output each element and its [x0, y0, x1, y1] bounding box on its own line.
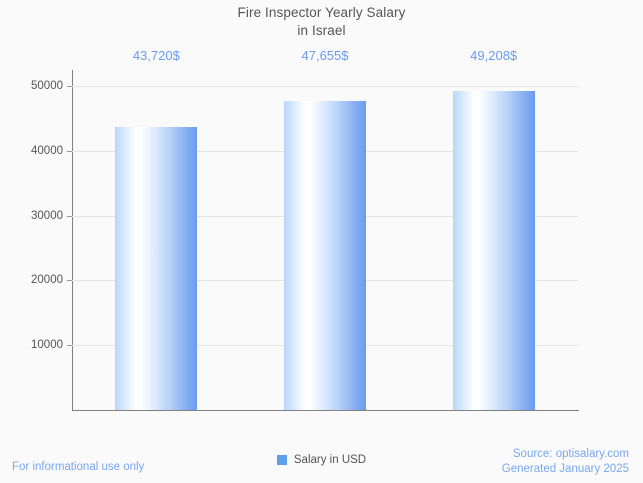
plot-area: 10000 20000 30000 40000 50000 43,720$ 47,655$… [31, 48, 578, 410]
y-axis-tick [67, 86, 72, 88]
source-block: Source: optisalary.com Generated January… [502, 447, 629, 477]
bar-2023[interactable] [115, 126, 198, 410]
chart-title-line2: in Israel [297, 23, 346, 38]
x-axis-line [72, 410, 579, 411]
legend-item-label: Salary in USD [293, 454, 367, 466]
bar-value-label: 49,208$ [470, 48, 518, 63]
y-axis-line [72, 70, 73, 411]
legend-swatch-icon [276, 455, 287, 465]
y-axis-tick [67, 150, 72, 152]
y-axis-label: 30000 [31, 209, 63, 222]
bar-2025[interactable] [452, 91, 535, 410]
y-axis-label: 50000 [31, 80, 63, 93]
y-axis-label: 10000 [31, 339, 63, 352]
generated-text: Generated January 2025 [501, 463, 629, 475]
bar-value-label: 47,655$ [301, 48, 349, 63]
chart-title: Fire Inspector Yearly Salary in Israel [0, 4, 643, 40]
y-axis-tick [67, 280, 72, 282]
disclaimer-text: For informational use only [12, 461, 145, 473]
chart-legend: Salary in USD [0, 454, 643, 466]
gridline [72, 86, 578, 88]
y-axis-tick [67, 345, 72, 347]
source-text: Source: optisalary.com [512, 448, 629, 460]
y-axis-label: 40000 [31, 144, 63, 157]
bar-2024[interactable] [284, 101, 366, 410]
bar-value-label: 43,720$ [132, 48, 180, 63]
y-axis-label: 20000 [31, 274, 63, 287]
chart-title-line1: Fire Inspector Yearly Salary [237, 5, 406, 20]
y-axis-tick [67, 215, 72, 217]
